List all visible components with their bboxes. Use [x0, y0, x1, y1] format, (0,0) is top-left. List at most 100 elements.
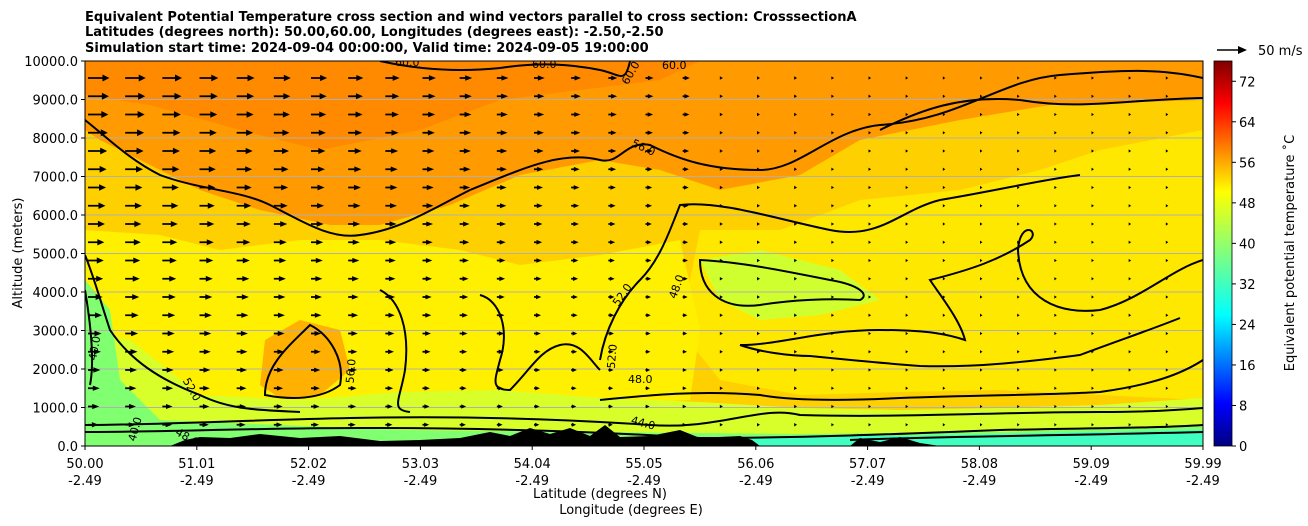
- wind-vector: [199, 129, 217, 136]
- wind-vector: [608, 404, 614, 409]
- wind-vector: [385, 111, 399, 118]
- wind-vector: [125, 74, 146, 82]
- wind-vector: [571, 404, 577, 409]
- wind-vector: [1165, 167, 1169, 171]
- wind-vector: [88, 330, 102, 337]
- wind-vector: [942, 313, 946, 317]
- wind-vector: [125, 202, 142, 209]
- y-axis: 0.0 1000.0 2000.0 3000.0 4000.0 5000.0 6000.0 7…: [24, 55, 85, 455]
- wind-vector: [199, 275, 213, 282]
- wind-vector: [1054, 204, 1057, 208]
- wind-vector: [1017, 277, 1020, 281]
- x-tick-label-lon: -2.49: [963, 474, 997, 489]
- field-yellowgreen-pocket: [700, 250, 880, 320]
- wind-vector: [980, 313, 983, 317]
- wind-vector: [757, 368, 760, 372]
- contour-48-low: [739, 317, 1181, 368]
- wind-vector: [719, 94, 723, 98]
- wind-vector: [534, 203, 543, 209]
- wind-vector: [459, 203, 470, 209]
- wind-vector: [905, 295, 909, 299]
- wind-vector: [868, 76, 872, 80]
- wind-vector: [199, 349, 211, 355]
- wind-vector: [608, 112, 617, 117]
- wind-vector: [459, 331, 468, 336]
- wind-vector: [1017, 404, 1020, 409]
- terrain: [170, 425, 760, 446]
- contour-48-lower: [599, 359, 1203, 401]
- wind-vector: [162, 184, 179, 191]
- wind-vector: [422, 258, 433, 263]
- contour-label: 52.0: [605, 344, 620, 370]
- contour-label: 40.0: [86, 335, 103, 361]
- wind-vector: [682, 185, 689, 190]
- wind-vector: [645, 93, 654, 99]
- wind-vector: [311, 367, 321, 373]
- wind-vector: [88, 147, 108, 155]
- wind-vector: [199, 184, 216, 191]
- wind-vector: [980, 204, 983, 208]
- wind-vector: [199, 147, 217, 155]
- wind-vector: [422, 166, 435, 172]
- wind-vector: [534, 130, 544, 136]
- y-tick-label: 9000.0: [33, 94, 79, 109]
- wind-vector: [1128, 277, 1132, 281]
- title-line-2: Latitudes (degrees north): 50.00,60.00, …: [85, 25, 664, 40]
- wind-vector: [608, 331, 614, 336]
- wind-vector: [236, 202, 252, 209]
- wind-vector: [422, 111, 436, 118]
- wind-vector: [942, 149, 946, 153]
- wind-vector: [385, 129, 399, 136]
- wind-vector: [162, 220, 178, 228]
- wind-vector: [496, 221, 506, 227]
- wind-vector: [980, 149, 983, 153]
- wind-vector: [459, 221, 470, 227]
- wind-vector: [1091, 204, 1094, 208]
- wind-vector: [199, 385, 210, 391]
- wind-vector: [682, 167, 689, 172]
- wind-vector: [348, 294, 359, 300]
- wind-vector: [757, 240, 760, 244]
- wind-vector: [1128, 386, 1132, 390]
- wind-vector: [496, 130, 508, 136]
- wind-vector: [385, 221, 397, 227]
- wind-vector: [645, 368, 651, 372]
- wind-vector: [719, 350, 723, 354]
- wind-vector: [162, 275, 177, 282]
- wind-vector: [905, 277, 909, 281]
- wind-vector: [980, 94, 983, 98]
- wind-vector: [608, 386, 614, 391]
- x-axis: 50.00 -2.49 51.01 -2.49 52.02 -2.49 53.03 -2.49…: [66, 446, 1222, 489]
- wind-vector: [831, 222, 835, 226]
- wind-vector: [1128, 204, 1132, 208]
- wind-vector: [273, 349, 285, 355]
- wind-vector: [794, 404, 798, 409]
- colorbar-tick-label: 24: [1239, 318, 1256, 333]
- wind-vector: [1165, 149, 1169, 153]
- wind-vector: [199, 92, 218, 100]
- wind-vector: [719, 404, 723, 409]
- wind-vector: [942, 386, 946, 390]
- wind-vector: [757, 94, 760, 98]
- wind-vector: [571, 75, 582, 81]
- wind-vector: [459, 422, 466, 427]
- x-tick-label-lat: 57.07: [849, 457, 886, 472]
- wind-vector: [199, 422, 209, 428]
- wind-vector: [125, 111, 145, 118]
- wind-vector: [1017, 240, 1020, 244]
- wind-vector: [905, 331, 909, 336]
- wind-vector: [496, 294, 505, 300]
- wind-vector: [1128, 94, 1132, 98]
- wind-vector: [1128, 423, 1132, 427]
- wind-vector: [1091, 76, 1094, 80]
- wind-vector: [645, 75, 654, 81]
- x-tick-label-lat: 52.02: [290, 457, 327, 472]
- wind-vector: [794, 76, 798, 80]
- wind-vector: [199, 404, 210, 409]
- wind-vector: [942, 331, 946, 336]
- wind-vector: [236, 239, 251, 246]
- wind-vector: [1165, 131, 1169, 135]
- wind-vector: [794, 277, 798, 281]
- wind-vector: [682, 221, 689, 227]
